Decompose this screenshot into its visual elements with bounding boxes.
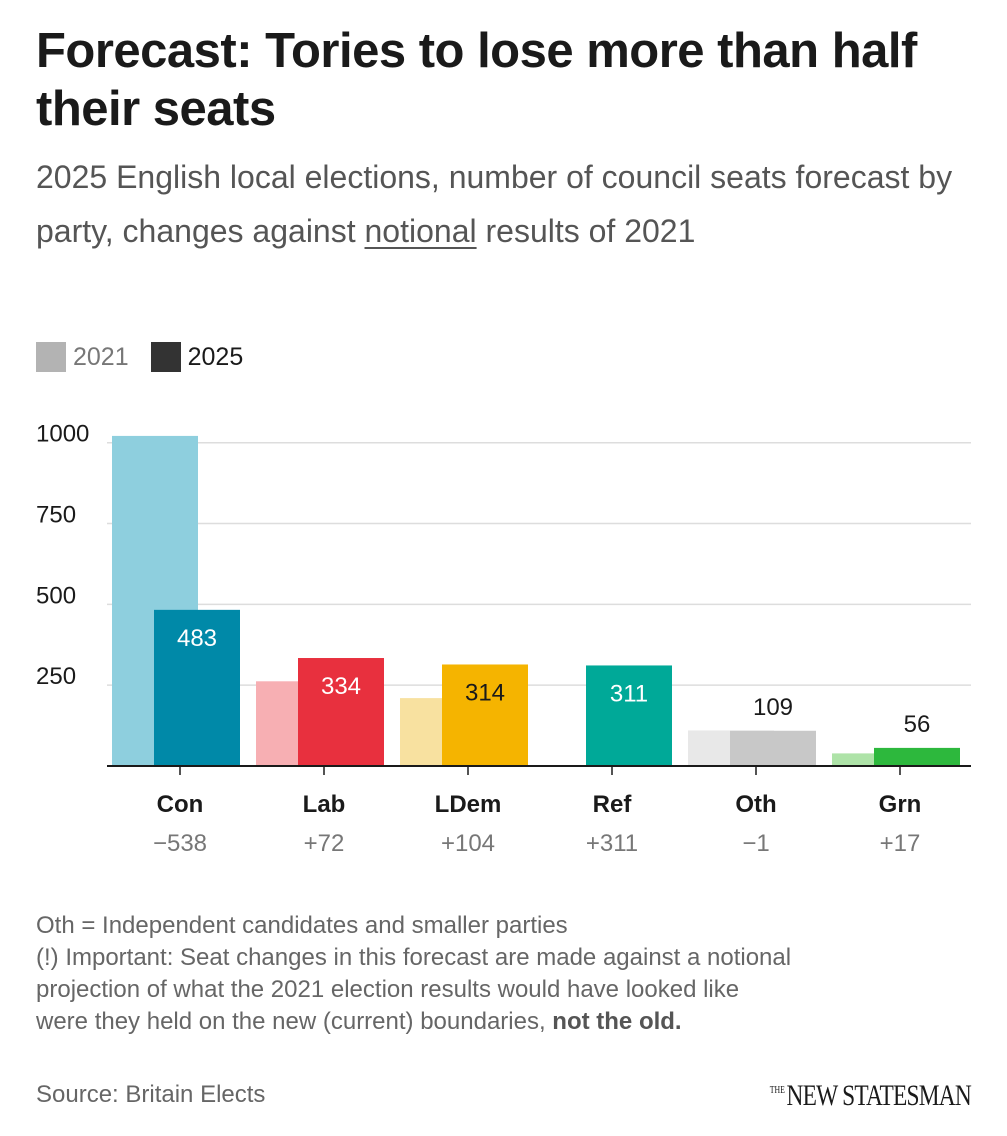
note-important-bold: not the old. [552,1008,682,1035]
category-label-con: Con [157,791,204,818]
logo-the: THE [769,1085,785,1096]
category-label-oth: Oth [735,791,776,818]
legend-swatch-2021 [36,342,66,372]
value-label-ref: 311 [610,680,648,707]
note-important-text: (!) Important: Seat changes in this fore… [36,944,792,1035]
legend-label-2021: 2021 [73,342,129,371]
change-label-con: −538 [153,830,207,857]
category-label-ldem: LDem [435,791,502,818]
value-label-con: 483 [177,625,217,652]
note-others-definition: Oth = Independent candidates and smaller… [36,912,568,939]
bar-2025-lab [298,658,384,766]
source-credit: Source: Britain Elects [36,1081,266,1108]
change-label-oth: −1 [742,830,769,857]
subtitle-underlined-link[interactable]: notional [364,213,477,249]
legend-label-2025: 2025 [187,342,244,371]
chart-notes: Oth = Independent candidates and smaller… [36,910,796,1038]
bar-2025-ldem [442,664,528,766]
change-label-ref: +311 [586,830,638,857]
category-label-ref: Ref [593,791,633,818]
change-label-grn: +17 [880,830,921,857]
value-label-oth: 109 [753,694,793,721]
subtitle-text-end: results of 2021 [476,213,696,249]
bar-2025-ref [586,665,672,766]
y-tick-label-1000: 1000 [36,421,89,448]
chart-subtitle: 2025 English local elections, number of … [36,150,976,258]
change-label-lab: +72 [304,830,345,857]
value-label-ldem: 314 [465,679,505,706]
category-label-lab: Lab [303,791,346,818]
subtitle-text: 2025 English local elections, number of … [36,159,953,249]
y-tick-label-500: 500 [36,582,76,609]
change-label-ldem: +104 [441,830,495,857]
chart-title: Forecast: Tories to lose more than half … [36,24,917,136]
value-label-grn: 56 [904,711,931,738]
logo-wordmark: NEW STATESMAN [786,1079,971,1112]
bar-chart: 250 500 750 1000 483 Con −538 334 Lab +72 314 LDem +… [36,421,971,857]
chart-legend: 2021 2025 [36,342,265,372]
bar-2025-grn [874,747,960,766]
category-label-grn: Grn [879,791,922,818]
bar-2025-con [154,609,240,766]
y-tick-label-750: 750 [36,502,76,529]
bar-2025-oth [730,730,816,766]
legend-item-2021: 2021 [36,342,129,372]
note-important: (!) Important: Seat changes in this fore… [36,942,796,1038]
legend-item-2025: 2025 [150,342,244,372]
legend-swatch-2025 [150,342,181,372]
y-tick-label-250: 250 [36,663,76,690]
new-statesman-logo: THE NEW STATESMAN [769,1079,972,1113]
value-label-lab: 334 [321,673,361,700]
